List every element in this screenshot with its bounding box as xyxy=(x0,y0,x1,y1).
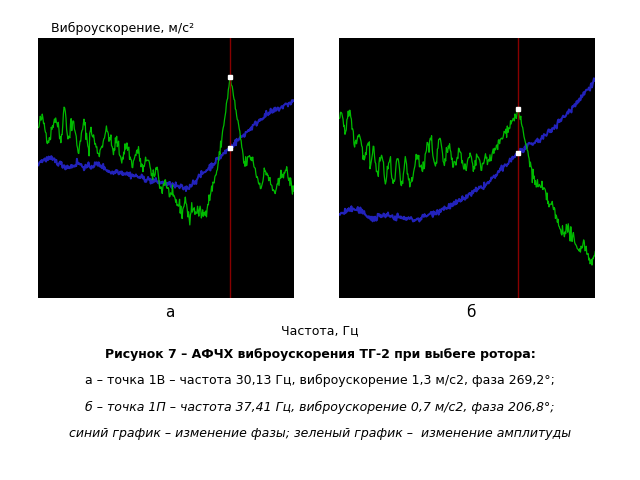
Text: б: б xyxy=(466,305,475,320)
Text: Частота, Гц: Частота, Гц xyxy=(281,324,359,337)
Text: а – точка 1В – частота 30,13 Гц, виброускорение 1,3 м/с2, фаза 269,2°;: а – точка 1В – частота 30,13 Гц, виброус… xyxy=(85,374,555,387)
Text: б – точка 1П – частота 37,41 Гц, виброускорение 0,7 м/с2, фаза 206,8°;: б – точка 1П – частота 37,41 Гц, виброус… xyxy=(85,401,555,414)
Text: Виброускорение, м/с²: Виброускорение, м/с² xyxy=(51,22,195,35)
Text: Рисунок 7 – АФЧХ виброускорения ТГ-2 при выбеге ротора:: Рисунок 7 – АФЧХ виброускорения ТГ-2 при… xyxy=(104,348,536,361)
Text: синий график – изменение фазы; зеленый график –  изменение амплитуды: синий график – изменение фазы; зеленый г… xyxy=(69,427,571,440)
Text: а: а xyxy=(165,305,174,320)
